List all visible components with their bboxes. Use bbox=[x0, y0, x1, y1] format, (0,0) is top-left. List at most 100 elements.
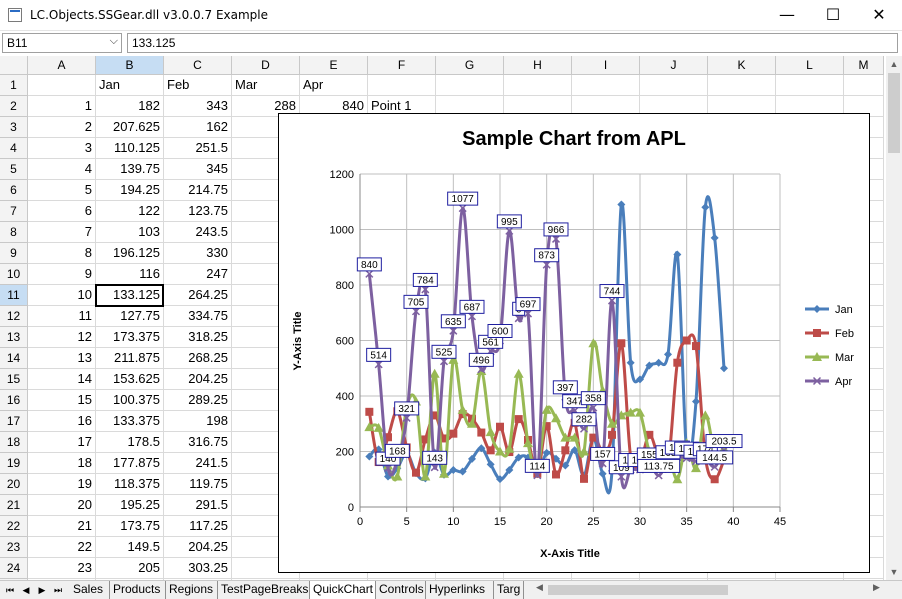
cell-b24[interactable]: 205 bbox=[96, 558, 164, 579]
formula-input[interactable]: 133.125 bbox=[127, 33, 898, 53]
cell-a12[interactable]: 11 bbox=[28, 306, 96, 327]
cell-c20[interactable]: 119.75 bbox=[164, 474, 232, 495]
column-header-b[interactable]: B bbox=[96, 56, 164, 75]
row-header-11[interactable]: 11 bbox=[0, 285, 28, 306]
row-header-14[interactable]: 14 bbox=[0, 348, 28, 369]
cell-e1[interactable]: Apr bbox=[300, 75, 368, 96]
cell-b3[interactable]: 207.625 bbox=[96, 117, 164, 138]
column-header-g[interactable]: G bbox=[436, 56, 504, 75]
row-header-25[interactable]: 25 bbox=[0, 579, 28, 580]
cell-a15[interactable]: 14 bbox=[28, 369, 96, 390]
row-header-1[interactable]: 1 bbox=[0, 75, 28, 96]
first-sheet-icon[interactable]: ⏮ bbox=[5, 585, 15, 595]
row-header-9[interactable]: 9 bbox=[0, 243, 28, 264]
cell-c4[interactable]: 251.5 bbox=[164, 138, 232, 159]
cell-b2[interactable]: 182 bbox=[96, 96, 164, 117]
cell-b12[interactable]: 127.75 bbox=[96, 306, 164, 327]
quick-chart[interactable]: Sample Chart from APL 0 200 400 600 800 1000 12… bbox=[278, 113, 870, 573]
scroll-right-icon[interactable]: ▶ bbox=[873, 582, 880, 592]
row-header-17[interactable]: 17 bbox=[0, 411, 28, 432]
minimize-button[interactable]: — bbox=[779, 5, 795, 24]
column-header-k[interactable]: K bbox=[708, 56, 776, 75]
cell-b25[interactable]: 112.875 bbox=[96, 579, 164, 580]
cell-l25[interactable] bbox=[776, 579, 844, 580]
cell-c24[interactable]: 303.25 bbox=[164, 558, 232, 579]
cell-c12[interactable]: 334.75 bbox=[164, 306, 232, 327]
cell-g1[interactable] bbox=[436, 75, 504, 96]
row-header-4[interactable]: 4 bbox=[0, 138, 28, 159]
cell-c6[interactable]: 214.75 bbox=[164, 180, 232, 201]
cell-m1[interactable] bbox=[844, 75, 884, 96]
cell-a7[interactable]: 6 bbox=[28, 201, 96, 222]
row-header-16[interactable]: 16 bbox=[0, 390, 28, 411]
cell-c5[interactable]: 345 bbox=[164, 159, 232, 180]
cell-c3[interactable]: 162 bbox=[164, 117, 232, 138]
cell-a23[interactable]: 22 bbox=[28, 537, 96, 558]
maximize-button[interactable]: ☐ bbox=[825, 5, 841, 24]
cell-c1[interactable]: Feb bbox=[164, 75, 232, 96]
row-header-13[interactable]: 13 bbox=[0, 327, 28, 348]
cell-a3[interactable]: 2 bbox=[28, 117, 96, 138]
row-header-15[interactable]: 15 bbox=[0, 369, 28, 390]
cell-c14[interactable]: 268.25 bbox=[164, 348, 232, 369]
cell-b9[interactable]: 196.125 bbox=[96, 243, 164, 264]
cell-c17[interactable]: 198 bbox=[164, 411, 232, 432]
column-header-i[interactable]: I bbox=[572, 56, 640, 75]
row-header-19[interactable]: 19 bbox=[0, 453, 28, 474]
cell-b23[interactable]: 149.5 bbox=[96, 537, 164, 558]
row-header-24[interactable]: 24 bbox=[0, 558, 28, 579]
cell-a20[interactable]: 19 bbox=[28, 474, 96, 495]
cell-a19[interactable]: 18 bbox=[28, 453, 96, 474]
cell-c8[interactable]: 243.5 bbox=[164, 222, 232, 243]
column-header-c[interactable]: C bbox=[164, 56, 232, 75]
cell-c21[interactable]: 291.5 bbox=[164, 495, 232, 516]
cell-b20[interactable]: 118.375 bbox=[96, 474, 164, 495]
scroll-left-icon[interactable]: ◀ bbox=[536, 582, 543, 592]
cell-a25[interactable]: 24 bbox=[28, 579, 96, 580]
cell-c7[interactable]: 123.75 bbox=[164, 201, 232, 222]
vertical-scroll-thumb[interactable] bbox=[888, 73, 900, 153]
cell-b19[interactable]: 177.875 bbox=[96, 453, 164, 474]
row-header-20[interactable]: 20 bbox=[0, 474, 28, 495]
next-sheet-icon[interactable]: ▶ bbox=[38, 585, 46, 595]
cell-reference-box[interactable]: B11 ⌵ bbox=[2, 33, 122, 53]
row-header-6[interactable]: 6 bbox=[0, 180, 28, 201]
row-header-2[interactable]: 2 bbox=[0, 96, 28, 117]
column-header-e[interactable]: E bbox=[300, 56, 368, 75]
cell-i1[interactable] bbox=[572, 75, 640, 96]
close-button[interactable]: ✕ bbox=[872, 5, 886, 24]
prev-sheet-icon[interactable]: ◀ bbox=[22, 585, 30, 595]
cell-b15[interactable]: 153.625 bbox=[96, 369, 164, 390]
row-header-8[interactable]: 8 bbox=[0, 222, 28, 243]
cell-b14[interactable]: 211.875 bbox=[96, 348, 164, 369]
cell-d25[interactable]: 4 bbox=[232, 579, 300, 580]
cell-m25[interactable] bbox=[844, 579, 884, 580]
cell-b4[interactable]: 110.125 bbox=[96, 138, 164, 159]
cell-a1[interactable] bbox=[28, 75, 96, 96]
cell-e25[interactable] bbox=[300, 579, 368, 580]
cell-a9[interactable]: 8 bbox=[28, 243, 96, 264]
cell-h25[interactable] bbox=[504, 579, 572, 580]
last-sheet-icon[interactable]: ⏭ bbox=[53, 585, 63, 595]
cell-b6[interactable]: 194.25 bbox=[96, 180, 164, 201]
sheet-tab-testpagebreaks[interactable]: TestPageBreaks bbox=[218, 581, 310, 599]
column-header-j[interactable]: J bbox=[640, 56, 708, 75]
cell-a6[interactable]: 5 bbox=[28, 180, 96, 201]
cell-b7[interactable]: 122 bbox=[96, 201, 164, 222]
cell-j1[interactable] bbox=[640, 75, 708, 96]
row-header-23[interactable]: 23 bbox=[0, 537, 28, 558]
cell-c19[interactable]: 241.5 bbox=[164, 453, 232, 474]
chevron-down-icon[interactable]: ⌵ bbox=[109, 35, 118, 47]
cell-d1[interactable]: Mar bbox=[232, 75, 300, 96]
scroll-up-icon[interactable]: ▲ bbox=[889, 59, 899, 69]
column-header-h[interactable]: H bbox=[504, 56, 572, 75]
cell-c10[interactable]: 247 bbox=[164, 264, 232, 285]
sheet-tab-quickchart[interactable]: QuickChart bbox=[310, 581, 376, 599]
row-header-22[interactable]: 22 bbox=[0, 516, 28, 537]
cell-d2[interactable]: 288 bbox=[232, 96, 300, 117]
cell-k25[interactable] bbox=[708, 579, 776, 580]
select-all-corner[interactable] bbox=[0, 56, 28, 75]
cell-c23[interactable]: 204.25 bbox=[164, 537, 232, 558]
column-header-d[interactable]: D bbox=[232, 56, 300, 75]
cell-b1[interactable]: Jan bbox=[96, 75, 164, 96]
